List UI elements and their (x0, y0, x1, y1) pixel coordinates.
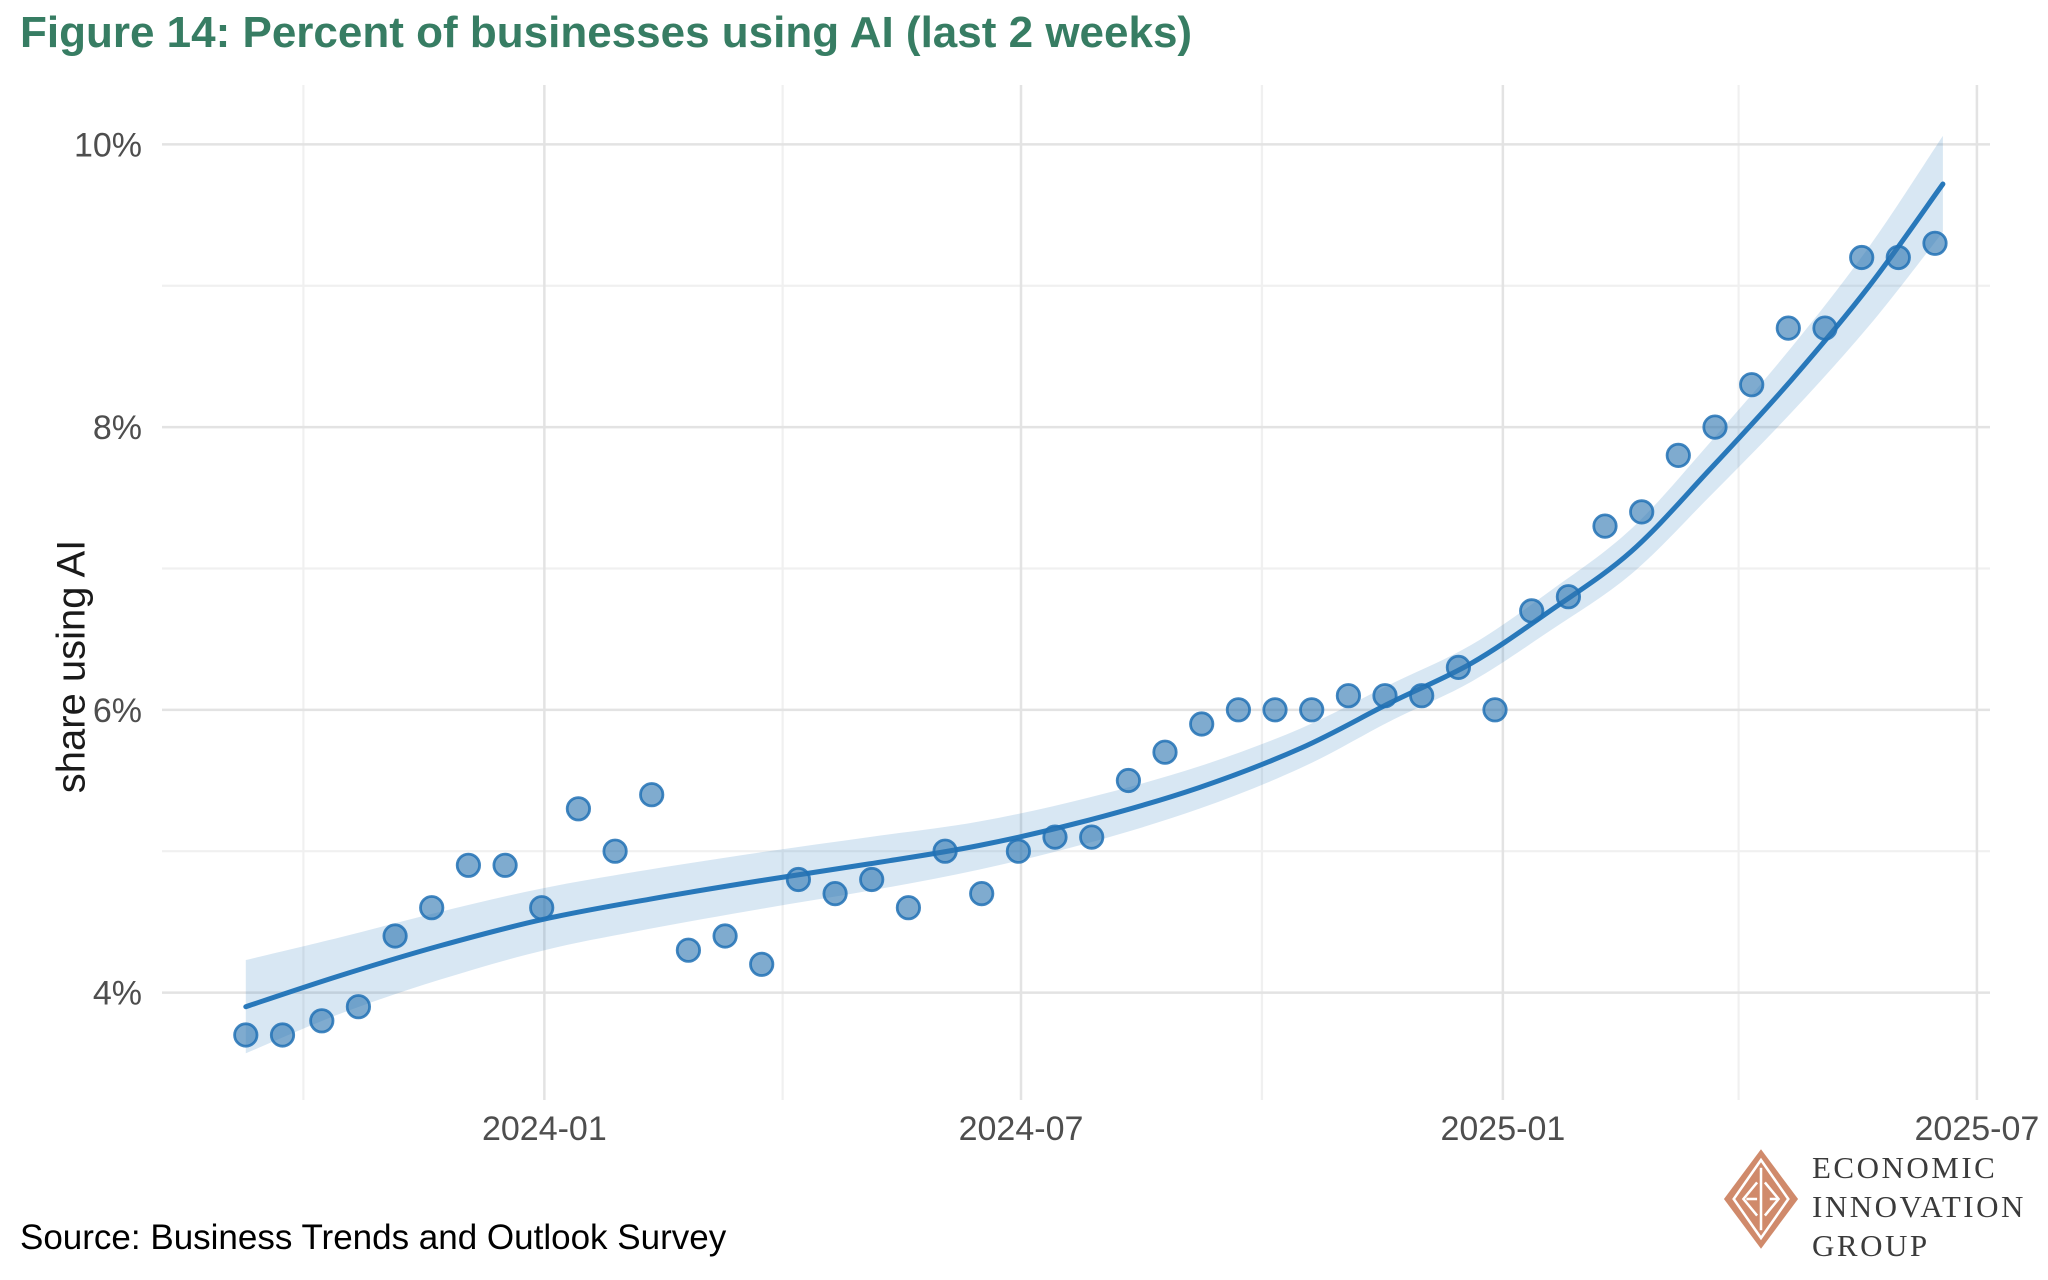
data-point (712, 923, 738, 949)
data-point (785, 866, 812, 893)
data-point (1409, 683, 1435, 709)
data-point (675, 937, 702, 963)
data-point (1189, 711, 1215, 737)
y-tick-label: 8% (93, 409, 142, 447)
data-point (529, 895, 555, 921)
data-point (492, 852, 518, 878)
data-point (233, 1022, 259, 1048)
data-point (1885, 244, 1911, 271)
data-point (1335, 683, 1362, 709)
data-point (1225, 697, 1252, 723)
data-point (932, 838, 958, 864)
x-tick-label: 2024-07 (959, 1110, 1084, 1148)
data-point (1372, 683, 1398, 709)
x-tick-label: 2024-01 (482, 1110, 607, 1148)
logo-line-group: GROUP (1812, 1228, 1930, 1263)
data-point (309, 1008, 335, 1034)
data-point (1555, 584, 1582, 610)
data-point (419, 895, 445, 921)
data-point (1775, 315, 1801, 341)
data-point (1812, 315, 1838, 341)
logo-line-innovation: INNOVATION (1812, 1189, 2026, 1224)
eig-letterforms (1741, 1167, 1781, 1231)
data-point (822, 880, 848, 907)
data-point (1519, 598, 1545, 624)
eig-logo: ECONOMIC INNOVATION GROUP (1722, 1146, 2026, 1265)
eig-logo-text: ECONOMIC INNOVATION GROUP (1812, 1148, 2026, 1265)
data-point (565, 796, 592, 822)
figure-title: Figure 14: Percent of businesses using A… (20, 8, 1193, 57)
data-point (1592, 513, 1618, 539)
eig-logo-diamond-icon (1723, 1149, 1799, 1249)
data-point (1152, 739, 1178, 765)
data-point (639, 782, 665, 808)
data-point (1629, 499, 1655, 525)
y-tick-label: 6% (93, 692, 142, 730)
inner-diamond-outline (1732, 1157, 1790, 1241)
data-point (1665, 442, 1691, 468)
data-point (269, 1022, 296, 1048)
data-point (345, 994, 371, 1020)
data-point (602, 838, 628, 864)
data-point (895, 895, 922, 921)
data-point (1042, 824, 1068, 850)
data-point (1299, 697, 1325, 723)
y-tick-label: 10% (74, 126, 142, 164)
data-point (749, 951, 775, 977)
confidence-band (245, 135, 1943, 1054)
data-point (455, 852, 481, 878)
data-point (382, 923, 408, 949)
data-point (1849, 244, 1875, 271)
data-point (1262, 697, 1288, 723)
data-point (1005, 838, 1032, 864)
y-tick-label: 4% (93, 975, 142, 1013)
source-note: Source: Business Trends and Outlook Surv… (20, 1218, 727, 1257)
data-point (859, 866, 885, 893)
data-point (1482, 697, 1508, 723)
data-point (1115, 767, 1142, 794)
x-tick-label: 2025-01 (1440, 1110, 1565, 1148)
data-point (969, 880, 995, 907)
data-point (1739, 372, 1765, 398)
x-tick-label: 2025-07 (1915, 1110, 2040, 1148)
data-point (1079, 824, 1105, 850)
data-point (1445, 654, 1472, 681)
data-point (1922, 230, 1948, 256)
logo-line-economic: ECONOMIC (1812, 1150, 1998, 1185)
trend-line (243, 181, 1946, 1010)
data-point (1702, 414, 1728, 440)
y-axis-title: share using AI (49, 539, 94, 794)
